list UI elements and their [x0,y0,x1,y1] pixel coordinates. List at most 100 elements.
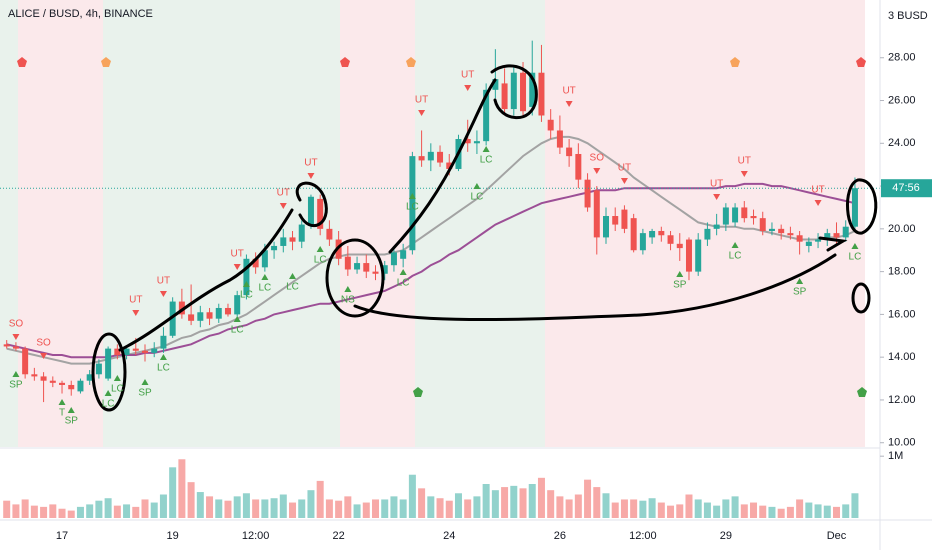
candle-body [446,162,453,169]
signal-label: LC [231,325,244,336]
candle-body [732,207,739,223]
candle-body [12,346,19,349]
signal-label: UT [129,295,142,306]
volume-bar [150,502,158,518]
volume-bar [768,506,776,518]
candle-body [354,263,361,270]
candle-body [741,207,748,219]
volume-bar [40,506,48,518]
volume-bar [703,502,711,518]
y-tick-label: 24.00 [888,137,916,149]
candle-body [473,141,480,144]
volume-bar [565,499,573,518]
volume-bar [390,496,398,518]
candle-body [621,209,628,229]
signal-label: NS [341,295,355,306]
signal-label: UT [738,156,751,167]
signal-arrow [67,407,75,413]
y-tick-label: 28.00 [888,52,916,64]
signal-arrow [740,171,748,177]
signal-label: UT [461,70,474,81]
volume-bar [30,505,38,518]
candle-body [630,218,637,251]
candle-body [409,156,416,251]
volume-bar [630,499,638,518]
candle-body [750,216,757,219]
candle-body [658,230,665,236]
candle-body [326,228,333,240]
volume-bar [12,504,20,518]
candle-body [86,374,93,381]
volume-bar [169,467,177,518]
x-tick-label: 19 [167,530,179,542]
signal-arrow [344,286,352,292]
countdown: 47:56 [892,182,920,194]
signal-label: UT [562,86,575,97]
candle-body [289,237,296,242]
signal-label: UT [231,249,244,260]
candle-body [142,350,148,353]
x-tick-label: 12:00 [629,530,657,542]
pentagon [857,387,867,397]
zone [103,0,340,447]
signal-label: LC [258,283,271,294]
price-label-box [881,179,932,198]
volume-bar [722,499,730,518]
signal-label: UT [157,276,170,287]
volume-tick-label: 1M [888,450,903,462]
volume-bar [21,499,29,518]
volume-bar [298,499,306,518]
x-tick-label: 12:00 [242,530,270,542]
volume-bar [777,508,785,518]
volume-bar [141,499,149,518]
candle-body [851,188,858,227]
volume-bar [372,499,379,518]
volume-bar [519,488,527,518]
volume-bar [796,499,804,518]
volume-bar [104,498,112,518]
candle-body [105,348,112,379]
volume-bar [694,499,702,518]
signal-label: LC [111,384,124,395]
drawn-circle [91,332,127,412]
signal-label: SO [590,153,605,164]
candle-body [529,72,536,107]
volume-bar [289,502,297,518]
volume-bar [123,504,131,518]
candle-body [584,179,591,208]
volume-bar [574,494,582,518]
signal-label: T [59,408,65,419]
volume-bar [445,500,453,518]
candle-body [224,307,231,315]
volume-bar [851,493,859,518]
signal-label: LC [397,278,410,289]
drawn-circle [325,238,385,318]
signal-label: UT [304,158,317,169]
x-tick-label: 29 [720,530,732,542]
volume-bar [620,499,628,518]
volume-bar [159,494,167,518]
volume-bar [501,487,509,518]
volume-bar [113,505,121,518]
volume-bar [510,485,518,518]
candle-body [842,226,849,238]
pentagon [856,57,866,67]
volume-bar [657,502,665,518]
signal-arrow [261,274,269,280]
signal-label: UT [618,163,631,174]
volume-bar [473,496,481,518]
volume-bar [556,496,564,518]
y-tick-label: 10.00 [888,437,916,449]
candle-body [437,151,444,163]
candle-body [400,250,407,259]
zone [340,0,415,447]
volume-bar [648,498,656,518]
signal-label: LC [314,255,327,266]
signal-arrow [104,390,112,396]
candle-body [833,233,840,238]
signal-arrow [40,353,48,359]
signal-arrow [233,264,241,270]
candle-body [59,382,66,385]
zone [415,0,545,447]
